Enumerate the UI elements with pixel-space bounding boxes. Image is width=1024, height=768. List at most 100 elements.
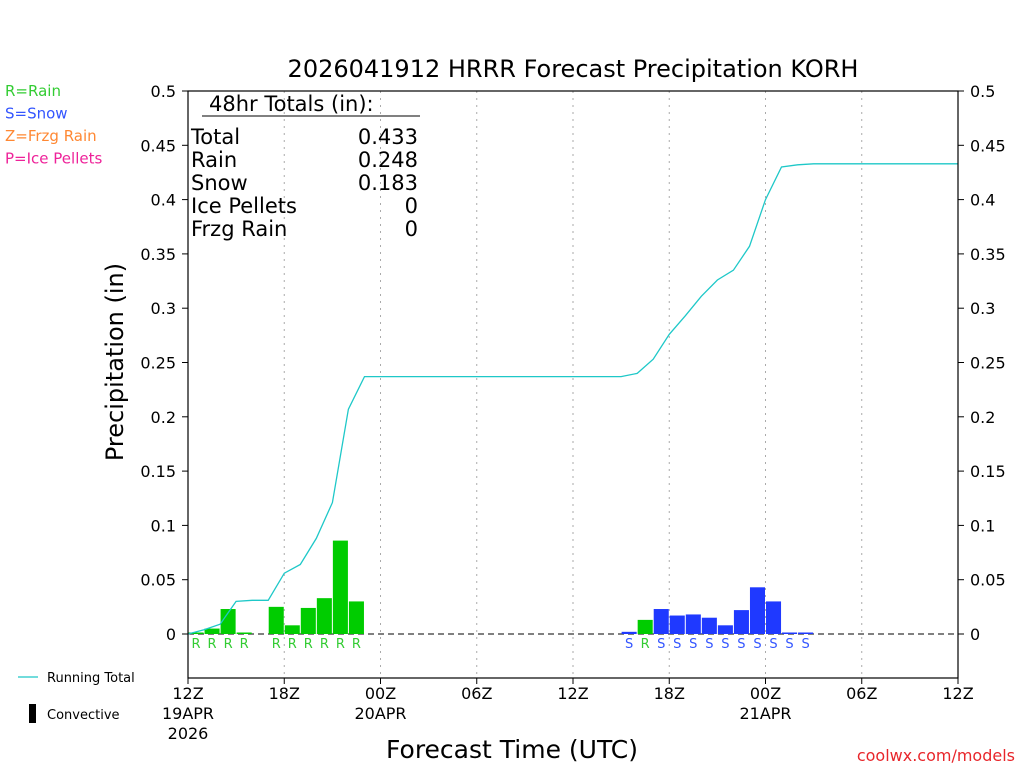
type-label-hour-3: R xyxy=(224,637,233,652)
precip-bar-hour-28 xyxy=(621,631,637,634)
totals-value-3: 0 xyxy=(405,194,418,218)
precip-bar-hour-35 xyxy=(733,610,749,634)
y-tick-label-right-9: 0.45 xyxy=(970,136,1006,155)
precip-bar-hour-37 xyxy=(766,601,782,634)
credit-link[interactable]: coolwx.com/models xyxy=(857,746,1015,765)
y-tick-label-left-3: 0.15 xyxy=(140,462,176,481)
precip-bar-hour-34 xyxy=(717,625,733,634)
precip-bar-hour-3 xyxy=(220,609,236,634)
precip-bar-hour-10 xyxy=(332,540,348,634)
y-tick-label-left-8: 0.4 xyxy=(151,191,176,210)
type-label-hour-37: S xyxy=(769,637,777,652)
type-label-hour-36: S xyxy=(753,637,761,652)
y-axis-label: Precipitation (in) xyxy=(101,263,129,461)
precip-bar-hour-11 xyxy=(348,601,364,634)
type-label-hour-30: S xyxy=(657,637,665,652)
precip-bar-hour-1 xyxy=(188,632,204,634)
type-label-hour-31: S xyxy=(673,637,681,652)
y-tick-label-left-0: 0 xyxy=(166,625,176,644)
x-tick-label-6: 00Z xyxy=(750,684,781,703)
precip-bar-hour-30 xyxy=(653,609,669,634)
y-tick-label-right-3: 0.15 xyxy=(970,462,1006,481)
y-tick-label-right-10: 0.5 xyxy=(970,82,995,101)
type-label-hour-4: R xyxy=(240,637,249,652)
convective-legend-swatch xyxy=(29,704,36,723)
x-tick-label-0: 12Z xyxy=(172,684,203,703)
precip-bar-hour-4 xyxy=(236,632,252,634)
x-tick-date-0: 19APR xyxy=(162,704,214,723)
y-tick-label-right-1: 0.05 xyxy=(970,571,1006,590)
type-label-hour-11: R xyxy=(352,637,361,652)
type-label-hour-6: R xyxy=(272,637,281,652)
totals-value-0: 0.433 xyxy=(358,125,418,149)
precip-bar-hour-9 xyxy=(316,598,332,634)
y-tick-label-right-6: 0.3 xyxy=(970,299,995,318)
totals-value-1: 0.248 xyxy=(358,148,418,172)
precip-bar-hour-2 xyxy=(204,628,220,634)
hourly-bars xyxy=(188,540,814,634)
type-label-hour-33: S xyxy=(705,637,713,652)
type-label-hour-29: R xyxy=(641,637,650,652)
totals-label-3: Ice Pellets xyxy=(191,194,297,218)
totals-label-4: Frzg Rain xyxy=(191,217,287,241)
y-tick-label-left-10: 0.5 xyxy=(151,82,176,101)
type-label-hour-10: R xyxy=(336,637,345,652)
y-tick-label-left-4: 0.2 xyxy=(151,408,176,427)
type-label-hour-32: S xyxy=(689,637,697,652)
x-tick-label-1: 18Z xyxy=(269,684,300,703)
y-tick-label-right-5: 0.25 xyxy=(970,354,1006,373)
precip-bar-hour-36 xyxy=(749,587,765,634)
y-tick-label-left-9: 0.45 xyxy=(140,136,176,155)
y-tick-label-right-7: 0.35 xyxy=(970,245,1006,264)
type-label-hour-39: S xyxy=(801,637,809,652)
type-label-hour-7: R xyxy=(288,637,297,652)
y-axis-ticks: 0 00.05 0.050.1 0.10.15 0.150.2 0.20.25 0.250.… xyxy=(140,82,1005,644)
totals-value-4: 0 xyxy=(405,217,418,241)
x-tick-date-2: 20APR xyxy=(354,704,406,723)
y-tick-label-left-7: 0.35 xyxy=(140,245,176,264)
x-tick-year-0: 2026 xyxy=(168,724,209,743)
totals-box: 48hr Totals (in): Total 0.433 Rain 0.248 Sno… xyxy=(190,92,420,241)
legend-type-3: P=Ice Pellets xyxy=(5,150,102,168)
running-total-legend-label: Running Total xyxy=(47,671,135,686)
totals-label-0: Total xyxy=(190,125,240,149)
x-tick-label-5: 18Z xyxy=(654,684,685,703)
precip-bar-hour-7 xyxy=(284,625,300,634)
precip-bar-hour-6 xyxy=(268,606,284,634)
type-label-hour-2: R xyxy=(208,637,217,652)
x-axis-label: Forecast Time (UTC) xyxy=(386,735,638,764)
type-label-hour-1: R xyxy=(191,637,200,652)
precip-bar-hour-38 xyxy=(782,632,798,634)
chart-title: 2026041912 HRRR Forecast Precipitation K… xyxy=(288,55,859,83)
running-total-line xyxy=(187,163,958,635)
type-label-hour-8: R xyxy=(304,637,313,652)
totals-label-1: Rain xyxy=(191,148,237,172)
legend-type-1: S=Snow xyxy=(5,105,68,123)
type-label-hour-28: S xyxy=(625,637,633,652)
y-tick-label-left-6: 0.3 xyxy=(151,299,176,318)
y-tick-label-right-8: 0.4 xyxy=(970,191,995,210)
totals-label-2: Snow xyxy=(191,171,248,195)
convective-legend-label: Convective xyxy=(47,708,120,723)
y-tick-label-right-2: 0.1 xyxy=(970,516,995,535)
type-label-hour-34: S xyxy=(721,637,729,652)
precip-bar-hour-31 xyxy=(669,615,685,634)
type-label-hour-9: R xyxy=(320,637,329,652)
x-tick-date-6: 21APR xyxy=(739,704,791,723)
legend-type-0: R=Rain xyxy=(5,82,61,100)
legend-type-2: Z=Frzg Rain xyxy=(5,127,97,145)
y-tick-label-left-5: 0.25 xyxy=(140,354,176,373)
precip-bar-hour-32 xyxy=(685,614,701,634)
x-tick-label-7: 06Z xyxy=(846,684,877,703)
y-tick-label-right-4: 0.2 xyxy=(970,408,995,427)
x-tick-label-2: 00Z xyxy=(365,684,396,703)
precip-type-legend: R=Rain S=Snow Z=Frzg Rain P=Ice Pellets xyxy=(5,82,102,168)
y-tick-label-left-2: 0.1 xyxy=(151,516,176,535)
x-tick-label-8: 12Z xyxy=(942,684,973,703)
x-tick-label-4: 12Z xyxy=(557,684,588,703)
x-tick-label-3: 06Z xyxy=(461,684,492,703)
precip-bar-hour-8 xyxy=(300,607,316,634)
